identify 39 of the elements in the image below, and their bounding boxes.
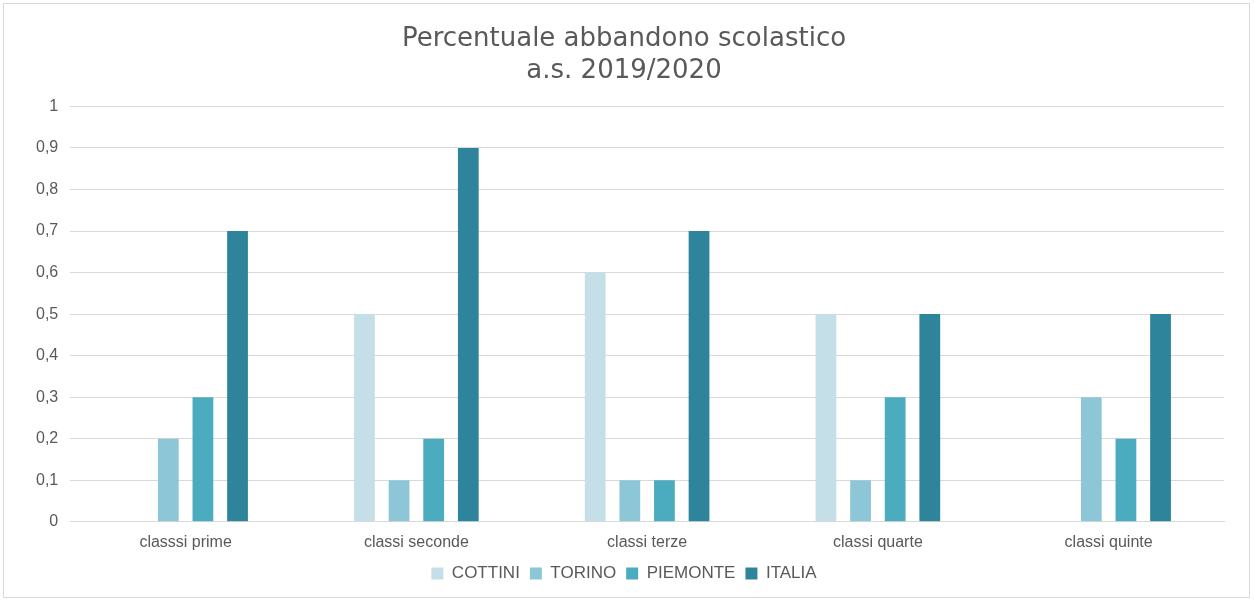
y-tick-label: 0,4 — [35, 346, 59, 364]
chart-title: Percentuale abbandono scolastico a.s. 2019/2020 — [401, 22, 847, 84]
bar — [688, 231, 710, 522]
x-tick-label: classi seconde — [363, 532, 469, 550]
bar — [354, 314, 375, 522]
bar — [584, 272, 606, 522]
x-tick-label: classi quarte — [832, 532, 923, 550]
legend-label: TORINO — [550, 563, 617, 583]
bar — [457, 147, 479, 522]
bar — [192, 397, 214, 522]
bar — [619, 480, 641, 522]
x-tick-label: classi terze — [607, 532, 688, 550]
y-tick-label: 1 — [49, 96, 59, 114]
bar — [157, 438, 179, 522]
bar — [1150, 314, 1171, 522]
bar — [654, 480, 675, 522]
bar — [1080, 397, 1102, 522]
legend-label: ITALIA — [765, 563, 818, 583]
y-tick-label: 0,1 — [35, 470, 59, 488]
bar — [1115, 438, 1137, 522]
x-tick-label: classi quinte — [1064, 532, 1153, 550]
bar — [919, 314, 941, 522]
bar — [850, 480, 871, 522]
y-tick-label: 0,7 — [35, 221, 59, 239]
x-tick-label: classsi prime — [139, 532, 232, 550]
legend-label: COTTINI — [451, 563, 520, 583]
y-tick-label: 0,3 — [35, 387, 59, 405]
y-tick-label: 0 — [49, 512, 59, 530]
y-tick-label: 0,2 — [35, 429, 59, 447]
y-tick-label: 0,6 — [35, 262, 59, 280]
y-tick-label: 0,8 — [35, 179, 59, 197]
bar — [388, 480, 410, 522]
bar — [423, 438, 445, 522]
bar — [815, 314, 837, 522]
bar — [227, 231, 248, 522]
bar — [884, 397, 906, 522]
y-tick-label: 0,9 — [35, 138, 59, 156]
y-tick-label: 0,5 — [35, 304, 59, 322]
legend-label: PIEMONTE — [646, 563, 736, 583]
